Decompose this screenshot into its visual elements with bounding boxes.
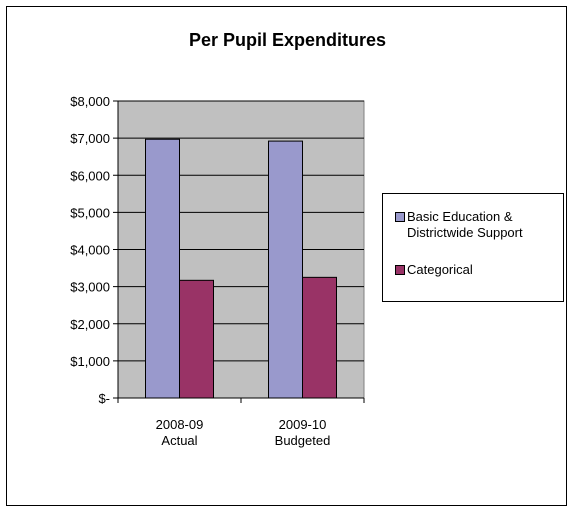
legend-swatch-basic-education xyxy=(395,212,405,222)
y-tick-label: $7,000 xyxy=(70,131,110,146)
x-tick-label: Actual xyxy=(161,433,197,448)
legend: Basic Education & Districtwide Support C… xyxy=(382,193,564,302)
x-tick-label: Budgeted xyxy=(275,433,331,448)
y-tick-label: $4,000 xyxy=(70,243,110,258)
bar-categorical-1 xyxy=(302,276,337,399)
chart-title: Per Pupil Expenditures xyxy=(188,30,387,50)
bars xyxy=(145,138,337,399)
y-tick-label: $5,000 xyxy=(70,205,110,220)
legend-label-categorical: Categorical xyxy=(407,262,473,277)
y-tick-label: $- xyxy=(98,391,110,406)
x-tick-label: 2008-09 xyxy=(156,417,204,432)
y-tick-label: $6,000 xyxy=(70,168,110,183)
bar-categorical-0 xyxy=(179,279,214,399)
legend-swatch-categorical xyxy=(395,265,405,275)
bar-chart: $- $1,000 $2,000 $3,000 $4,000 $5,000 $6,000 $7… xyxy=(70,94,365,448)
bar-basic-education-1 xyxy=(268,140,303,399)
y-tick-label: $2,000 xyxy=(70,317,110,332)
y-tick-label: $1,000 xyxy=(70,354,110,369)
legend-item-basic-education: Basic Education & Districtwide Support xyxy=(395,209,565,241)
legend-label-basic-education: Basic Education & Districtwide Support xyxy=(407,209,523,240)
legend-item-categorical: Categorical xyxy=(395,262,565,278)
bar-basic-education-0 xyxy=(145,138,180,399)
y-tick-label: $8,000 xyxy=(70,94,110,109)
y-tick-label: $3,000 xyxy=(70,280,110,295)
y-axis: $- $1,000 $2,000 $3,000 $4,000 $5,000 $6,000 $7… xyxy=(70,94,119,406)
x-tick-label: 2009-10 xyxy=(279,417,327,432)
